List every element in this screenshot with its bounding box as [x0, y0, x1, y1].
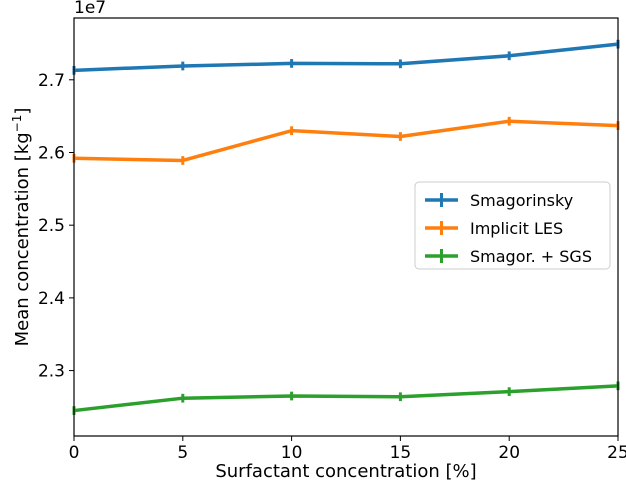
x-axis: 0 5 10 15 20 25 — [69, 436, 626, 463]
plot-marks — [72, 39, 620, 415]
y-axis: 2.3 2.4 2.5 2.6 2.7 — [38, 71, 74, 382]
x-tick-label: 25 — [607, 443, 626, 463]
x-tick-label: 0 — [69, 443, 80, 463]
y-tick-label: 2.7 — [38, 71, 65, 91]
series-line — [73, 42, 619, 73]
y-tick-label: 2.6 — [38, 143, 65, 163]
y-tick-label: 2.3 — [38, 362, 65, 382]
x-tick-label: 5 — [177, 443, 188, 463]
legend: Smagorinsky Implicit LES Smagor. + SGS — [414, 181, 611, 270]
y-tick-label: 2.5 — [38, 216, 65, 236]
x-tick-label: 20 — [498, 443, 520, 463]
legend-label: Smagor. + SGS — [470, 247, 592, 266]
legend-box — [414, 181, 611, 270]
x-tick-label: 15 — [390, 443, 412, 463]
series-line — [73, 384, 619, 413]
legend-label: Smagorinsky — [470, 191, 573, 210]
y-tick-label: 2.4 — [38, 289, 65, 309]
plot-frame — [73, 17, 619, 437]
series-line — [73, 119, 619, 163]
y-axis-label: Mean concentration [kg−1] — [10, 108, 33, 347]
x-tick-label: 10 — [281, 443, 303, 463]
x-axis-label: Surfactant concentration [%] — [215, 461, 476, 482]
legend-label: Implicit LES — [470, 219, 563, 238]
y-offset-text: 1e7 — [74, 0, 106, 18]
